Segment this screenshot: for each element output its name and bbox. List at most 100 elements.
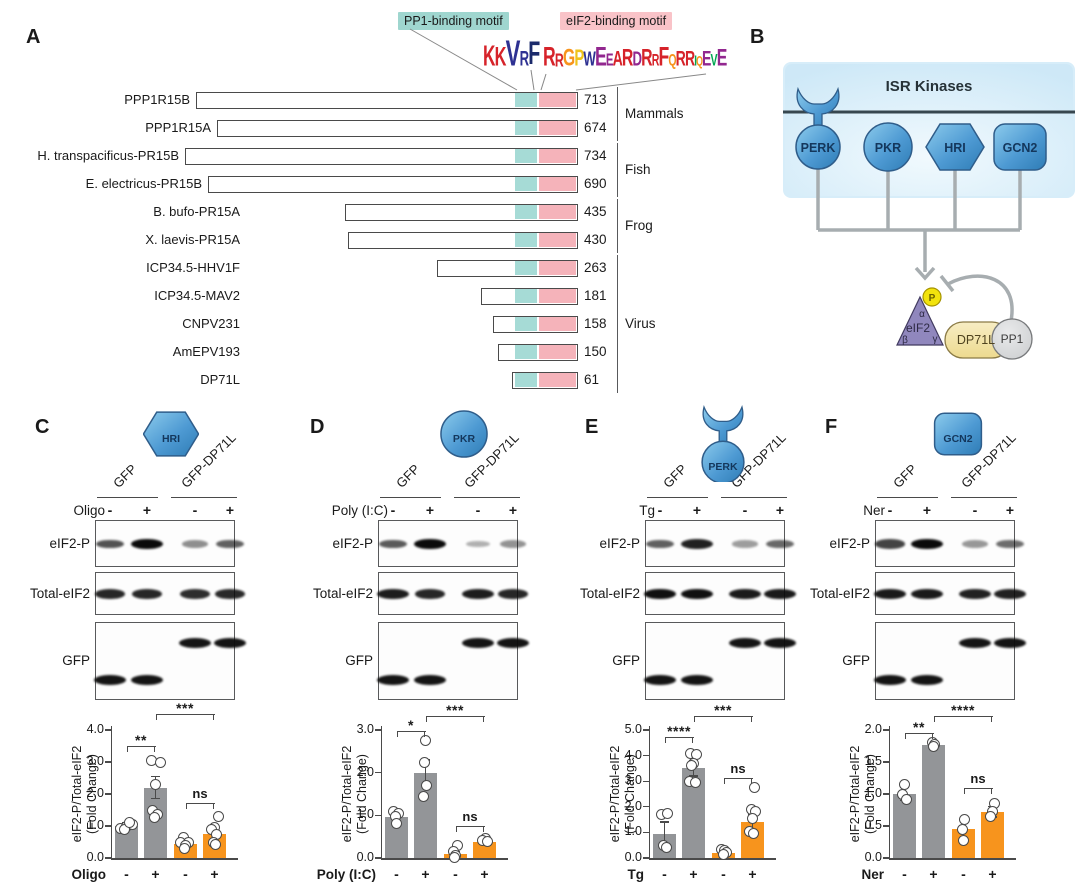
logo-letter: D [632, 47, 642, 71]
y-tick-mark [643, 780, 649, 782]
y-tick-label: 1.0 [864, 786, 882, 800]
chart-x-axis [888, 858, 1016, 860]
gfp-band [462, 638, 494, 648]
phospho-label: P [929, 293, 936, 304]
chart-lane-sign: + [929, 866, 938, 882]
gfp-band [764, 638, 796, 648]
chart-lane-sign: + [689, 866, 698, 882]
protein-name: DP71L [200, 372, 240, 387]
eif2-motif-segment [539, 233, 576, 247]
y-tick-mark [105, 825, 111, 827]
sig-bracket-tick [455, 826, 457, 832]
logo-letter: W [583, 47, 596, 71]
chart-x-axis [648, 858, 776, 860]
chart-stimulus-label: Ner [861, 867, 884, 882]
blot-row-label: GFP [345, 653, 373, 668]
sig-bracket [933, 716, 993, 718]
svg-text:α: α [919, 309, 925, 320]
logo-letter: A [612, 47, 623, 71]
sig-bracket-tick [396, 731, 398, 737]
blot-row-label: GFP [62, 653, 90, 668]
data-point [901, 793, 912, 805]
protein-bar [185, 147, 578, 165]
logo-letter: V [710, 50, 718, 70]
chart-bar [922, 744, 945, 858]
sig-label: ns [462, 809, 478, 824]
chart-y-axis [110, 726, 112, 859]
kinase-label-perk: PERK [801, 141, 836, 155]
gfp-band [131, 675, 163, 685]
blot-band [996, 539, 1024, 549]
group-bracket-line [617, 87, 619, 141]
chart-lane-sign: - [721, 866, 726, 882]
eif2-motif-segment [539, 373, 576, 387]
sig-bracket [693, 716, 753, 718]
data-point [149, 811, 160, 823]
col-label-gfp: GFP [890, 461, 920, 491]
protein-length: 690 [584, 176, 607, 191]
sig-bracket-tick [991, 788, 993, 794]
sig-bracket [455, 826, 485, 828]
stimulus-label: Poly (I:C) [331, 503, 388, 518]
error-bar-cap [660, 821, 669, 823]
isr-pathway-svg: ISR Kinases PERK PKR HRI GCN2 α eIF2 β γ P … [783, 62, 1075, 360]
pp1-motif-segment [515, 261, 537, 275]
gfp-band [874, 675, 906, 685]
sig-bracket [425, 716, 485, 718]
sig-label: ns [730, 761, 746, 776]
group-bracket-line [617, 143, 619, 197]
pp1-motif-segment [515, 345, 537, 359]
data-point [985, 810, 996, 822]
panel-label-b: B [750, 26, 765, 48]
protein-name: E. electricus-PR15B [85, 176, 202, 191]
pp1-motif-segment [515, 317, 537, 331]
blot-band [465, 540, 491, 548]
chart-stimulus-label: Oligo [71, 867, 107, 882]
sig-bracket-tick [723, 778, 725, 784]
lane-sign: - [107, 502, 113, 518]
lane-sign: + [225, 502, 235, 518]
logo-letter: V [505, 32, 521, 74]
data-point [748, 828, 759, 840]
protein-name: X. laevis-PR15A [145, 232, 240, 247]
sig-bracket-tick [155, 714, 157, 720]
y-tick-label: 1.5 [864, 754, 882, 768]
blot-band [95, 539, 125, 549]
protein-length: 150 [584, 344, 607, 359]
eif2-motif-segment [539, 289, 576, 303]
eif2-motif-segment [539, 149, 576, 163]
panel-a-domain-diagram: K K V R F R R G P W E E A R D R R F Q R R I Q E V E PPP1R15B 713 PPP… [0, 0, 740, 400]
col-underline [97, 497, 158, 499]
logo-letter: R [684, 47, 695, 71]
blot-band [497, 589, 529, 599]
data-point [690, 776, 701, 788]
y-tick-label: 0.0 [864, 850, 882, 864]
error-bar-cap [151, 775, 160, 778]
col-underline [171, 497, 237, 499]
sig-bracket [904, 733, 934, 735]
blot-row-label: Total-eIF2 [29, 586, 90, 601]
data-point [213, 810, 224, 822]
sig-bracket-tick [963, 788, 965, 794]
pp1-motif-segment [515, 149, 537, 163]
chart-lane-sign: - [183, 866, 188, 882]
col-underline [380, 497, 441, 499]
kinase-icon-gcn2: GCN2 [930, 410, 986, 458]
sig-label: **** [667, 723, 691, 739]
pp1-motif-segment [515, 177, 537, 191]
blot-row-label: GFP [612, 653, 640, 668]
chart-lane-sign: - [902, 866, 907, 882]
svg-text:PKR: PKR [453, 433, 476, 445]
sig-bracket-tick [693, 716, 695, 722]
col-underline [647, 497, 708, 499]
logo-letter: K [483, 40, 495, 72]
blot-band [94, 589, 126, 599]
kinase-label-gcn2: GCN2 [1003, 141, 1038, 155]
blot-band [962, 540, 988, 548]
kinase-label-pkr: PKR [875, 141, 901, 155]
error-bar-cap [151, 798, 160, 800]
sig-bracket-tick [932, 733, 934, 739]
y-tick-mark [105, 857, 111, 859]
